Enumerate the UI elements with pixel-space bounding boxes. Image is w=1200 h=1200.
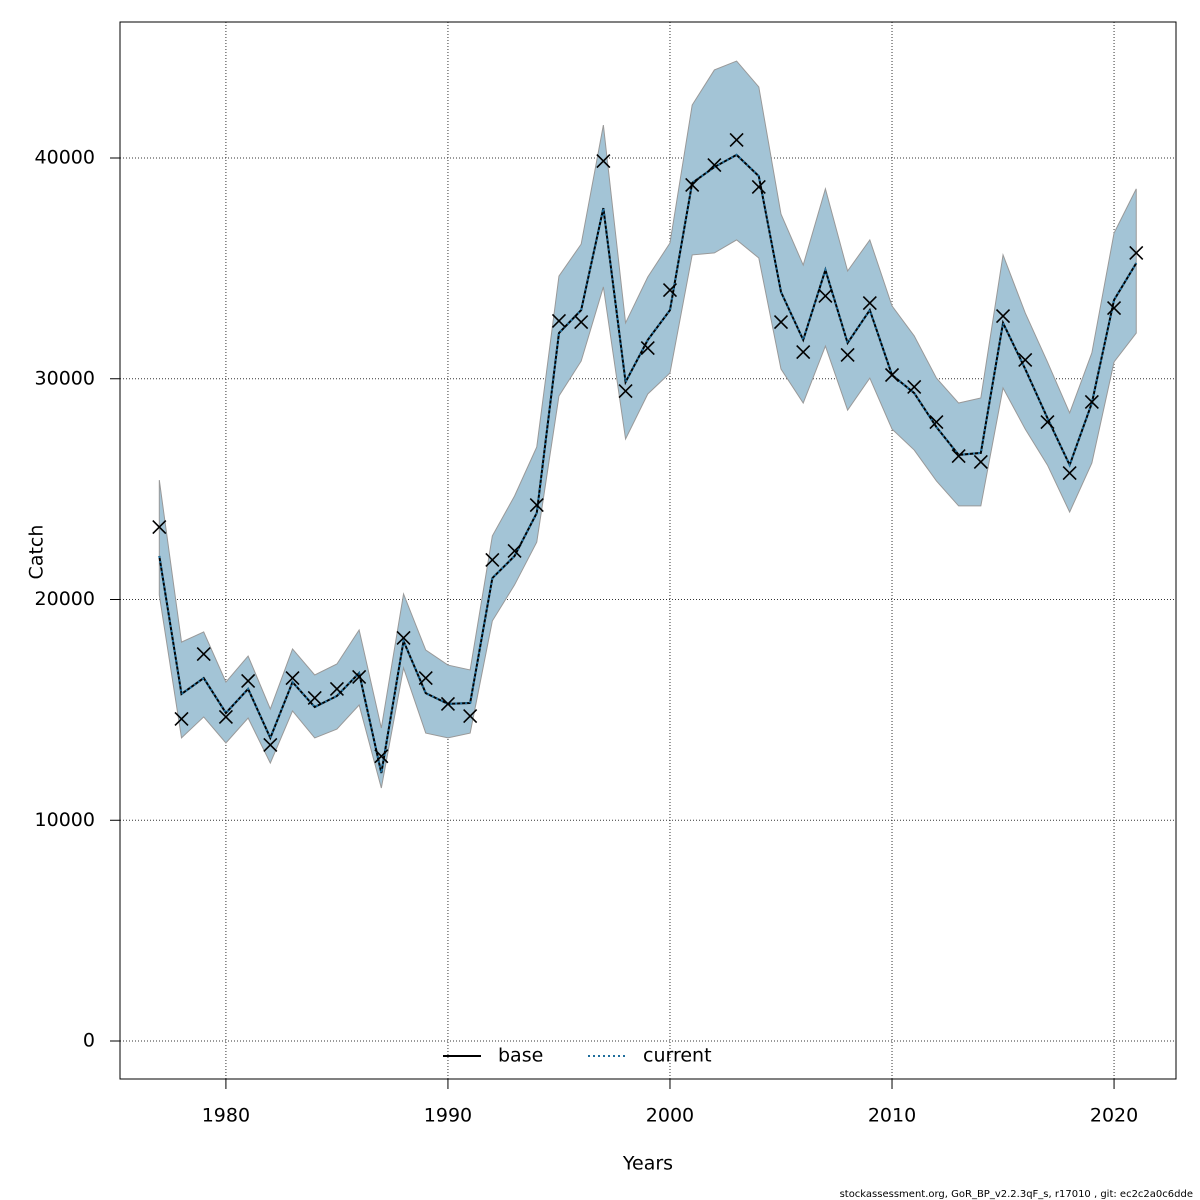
observed-marker <box>529 497 544 513</box>
x-tick-label: 2020 <box>1090 1105 1138 1127</box>
confidence-band <box>158 60 1137 789</box>
observed-marker <box>884 367 900 383</box>
observed-marker <box>596 154 611 169</box>
plot-frame <box>119 21 1177 1080</box>
observed-marker <box>862 295 877 311</box>
observed-marker <box>307 690 322 706</box>
observed-marker <box>551 313 567 328</box>
observed-marker <box>995 308 1011 324</box>
observed-marker <box>951 448 966 464</box>
observed-marker <box>241 673 256 689</box>
y-tick-label: 30000 <box>35 367 95 389</box>
footer: stockassessment.org, GoR_BP_v2.2.3qF_s, … <box>840 1189 1193 1200</box>
observed-marker <box>618 384 633 399</box>
observed-marker <box>285 671 300 686</box>
observed-marker <box>218 709 233 725</box>
x-axis-title: Years <box>622 1153 673 1175</box>
observed-marker <box>329 681 344 696</box>
observed-marker <box>263 737 278 753</box>
observed-marker <box>1106 301 1122 316</box>
observed-marker <box>396 630 411 645</box>
observed-marker <box>729 132 744 147</box>
x-tick-label: 1990 <box>424 1105 472 1127</box>
observed-marker <box>1018 352 1033 368</box>
legend-label: base <box>498 1045 543 1067</box>
observed-marker <box>929 414 944 430</box>
x-tick-label: 1980 <box>202 1105 250 1127</box>
line-1 <box>158 153 1138 774</box>
observed-marker <box>1040 414 1055 430</box>
observed-marker <box>174 711 189 726</box>
observed-marker <box>463 708 478 724</box>
observed-marker <box>440 696 456 711</box>
y-tick-label: 10000 <box>35 809 95 831</box>
observed-marker <box>1084 394 1099 410</box>
observed-marker <box>1062 465 1077 481</box>
x-tick-label: 2000 <box>646 1105 694 1127</box>
observed-marker <box>840 347 855 362</box>
observed-marker <box>574 314 589 330</box>
y-tick-label: 20000 <box>35 588 95 610</box>
observed-marker <box>796 344 811 360</box>
x-tick-label: 2010 <box>868 1105 916 1127</box>
observed-marker <box>352 669 367 685</box>
observed-marker <box>1129 245 1144 260</box>
observed-marker <box>152 520 167 535</box>
y-axis-title: Catch <box>26 525 48 580</box>
observed-marker <box>485 552 500 568</box>
y-tick-label: 0 <box>83 1030 95 1052</box>
observed-marker <box>418 671 433 686</box>
observed-marker <box>818 288 833 304</box>
observed-marker <box>662 282 678 298</box>
observed-marker <box>773 314 789 330</box>
observed-marker <box>707 158 722 173</box>
observed-marker <box>907 379 922 394</box>
observed-marker <box>973 454 988 470</box>
observed-marker <box>640 341 655 356</box>
observed-marker <box>196 646 211 662</box>
y-tick-label: 40000 <box>35 147 95 169</box>
legend-label: current <box>643 1045 712 1067</box>
observed-marker <box>374 749 389 764</box>
observed-marker <box>507 543 522 559</box>
observed-marker <box>751 179 766 194</box>
observed-marker <box>685 177 700 193</box>
